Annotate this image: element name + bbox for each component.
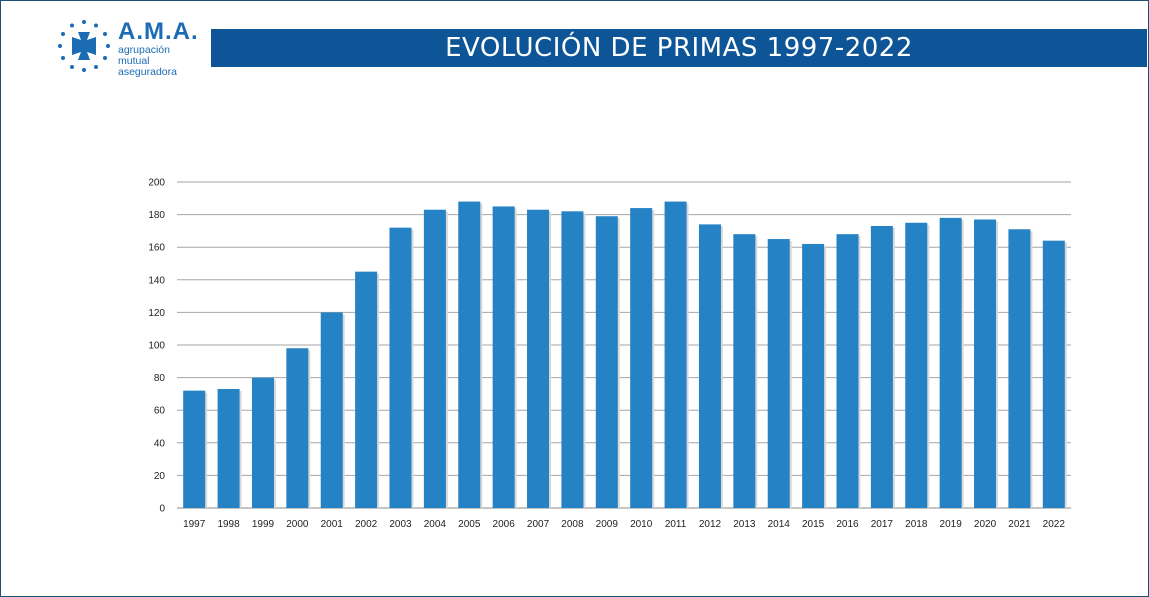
- logo-tagline: agrupación mutual aseguradora: [118, 44, 177, 78]
- x-tick-label: 2009: [596, 519, 619, 530]
- x-tick-label: 2007: [527, 519, 550, 530]
- bar-2017: [870, 226, 893, 508]
- ama-logo: A.M.A. agrupación mutual aseguradora: [54, 18, 204, 78]
- title-bar: EVOLUCIÓN DE PRIMAS 1997-2022: [211, 29, 1147, 67]
- x-tick-label: 2000: [286, 519, 309, 530]
- bar-2018: [905, 222, 928, 508]
- x-tick-label: 2018: [905, 519, 928, 530]
- bar-2008: [561, 211, 584, 508]
- logo-name: A.M.A.: [118, 18, 199, 45]
- bar-2011: [664, 201, 687, 508]
- y-tick-label: 180: [148, 210, 165, 221]
- x-tick-label: 2008: [561, 519, 584, 530]
- x-tick-label: 2011: [665, 519, 687, 530]
- bar-2016: [836, 234, 859, 508]
- bar-1999: [251, 377, 274, 508]
- x-tick-label: 2010: [630, 519, 653, 530]
- bar-2020: [974, 219, 997, 509]
- x-tick-label: 2012: [699, 519, 722, 530]
- x-tick-label: 2019: [940, 519, 963, 530]
- x-tick-label: 2004: [424, 519, 447, 530]
- bar-2021: [1008, 229, 1031, 508]
- bar-2009: [595, 216, 618, 509]
- y-tick-label: 40: [154, 438, 166, 449]
- bar-2002: [355, 271, 378, 508]
- y-tick-label: 20: [154, 471, 166, 482]
- x-tick-label: 1999: [252, 519, 275, 530]
- y-tick-label: 140: [148, 275, 165, 286]
- chart-y-ticks: 0 20 40 60 80 100 120 140 160 180 200: [148, 178, 165, 515]
- y-tick-label: 200: [148, 178, 165, 189]
- x-tick-label: 2015: [802, 519, 825, 530]
- y-tick-label: 80: [154, 373, 166, 384]
- bar-2012: [698, 224, 721, 508]
- bar-2005: [458, 201, 481, 508]
- x-tick-label: 2002: [355, 519, 378, 530]
- bar-2004: [423, 209, 446, 508]
- x-tick-label: 2006: [493, 519, 516, 530]
- y-tick-label: 60: [154, 406, 166, 417]
- bar-2015: [802, 243, 825, 508]
- page-title: EVOLUCIÓN DE PRIMAS 1997-2022: [445, 33, 913, 63]
- x-tick-label: 2020: [974, 519, 997, 530]
- bar-2010: [630, 208, 653, 508]
- bar-2022: [1042, 240, 1065, 508]
- y-tick-label: 160: [148, 243, 165, 254]
- x-tick-label: 2021: [1008, 519, 1031, 530]
- x-tick-label: 1997: [183, 519, 206, 530]
- bar-2000: [286, 348, 309, 508]
- bar-1997: [183, 390, 206, 508]
- bar-2003: [389, 227, 412, 508]
- x-tick-label: 2014: [768, 519, 791, 530]
- ama-emblem-icon: [58, 20, 110, 72]
- x-tick-label: 2003: [389, 519, 412, 530]
- x-tick-label: 2016: [836, 519, 859, 530]
- bar-2001: [320, 312, 343, 508]
- bar-2007: [527, 209, 550, 508]
- x-tick-label: 2013: [733, 519, 756, 530]
- x-tick-label: 2017: [871, 519, 894, 530]
- x-tick-label: 2001: [321, 519, 344, 530]
- chart-gridlines: [177, 181, 1071, 509]
- bar-2019: [939, 217, 962, 509]
- bar-2013: [733, 234, 756, 508]
- bar-2006: [492, 206, 515, 508]
- y-tick-label: 100: [148, 341, 165, 352]
- chart-x-ticks: 1997 1998 1999 2000 2001 2002 2003 2004 2005 2006…: [183, 519, 1065, 530]
- chart-bars: [183, 201, 1067, 509]
- x-tick-label: 2005: [458, 519, 481, 530]
- x-tick-label: 2022: [1043, 519, 1066, 530]
- y-tick-label: 120: [148, 308, 165, 319]
- x-tick-label: 1998: [217, 519, 240, 530]
- bar-2014: [767, 239, 790, 509]
- y-tick-label: 0: [159, 504, 165, 515]
- bar-1998: [217, 389, 240, 508]
